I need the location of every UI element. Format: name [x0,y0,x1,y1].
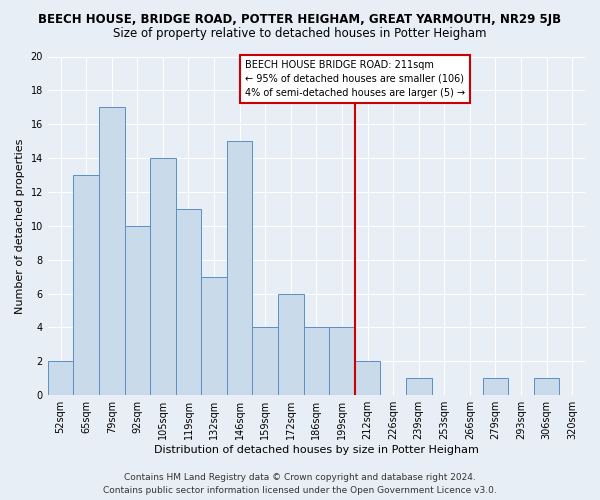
X-axis label: Distribution of detached houses by size in Potter Heigham: Distribution of detached houses by size … [154,445,479,455]
Text: Size of property relative to detached houses in Potter Heigham: Size of property relative to detached ho… [113,28,487,40]
Bar [73,175,99,395]
Bar [150,158,176,395]
Bar [48,362,73,395]
Text: BEECH HOUSE, BRIDGE ROAD, POTTER HEIGHAM, GREAT YARMOUTH, NR29 5JB: BEECH HOUSE, BRIDGE ROAD, POTTER HEIGHAM… [38,12,562,26]
Bar [355,362,380,395]
Text: BEECH HOUSE BRIDGE ROAD: 211sqm
← 95% of detached houses are smaller (106)
4% of: BEECH HOUSE BRIDGE ROAD: 211sqm ← 95% of… [245,60,465,98]
Bar [329,328,355,395]
Bar [482,378,508,395]
Bar [227,141,253,395]
Y-axis label: Number of detached properties: Number of detached properties [15,138,25,314]
Bar [534,378,559,395]
Text: Contains HM Land Registry data © Crown copyright and database right 2024.
Contai: Contains HM Land Registry data © Crown c… [103,474,497,495]
Bar [125,226,150,395]
Bar [278,294,304,395]
Bar [201,276,227,395]
Bar [176,209,201,395]
Bar [99,108,125,395]
Bar [253,328,278,395]
Bar [304,328,329,395]
Bar [406,378,431,395]
